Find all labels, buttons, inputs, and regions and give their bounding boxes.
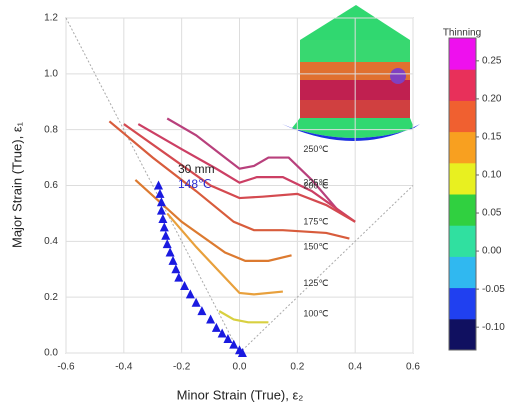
marker [166, 248, 175, 257]
chart: Minor Strain (True), ε₂ Major Strain (Tr… [0, 0, 516, 408]
x-axis-label: Minor Strain (True), ε₂ [177, 387, 304, 402]
colorbar-block [449, 38, 476, 70]
colorbar-tick-label: 0.15 [482, 132, 502, 143]
colorbar-tick-label: 0.20 [482, 94, 502, 105]
x-tick-label: -0.2 [173, 362, 191, 373]
reference-line [240, 186, 414, 354]
colorbar-tick-label: 0.05 [482, 208, 502, 219]
colorbar-block [449, 194, 476, 226]
curve-label: 150℃ [303, 242, 328, 252]
colorbar-block [449, 225, 476, 257]
curve [219, 311, 268, 322]
colorbar-block [449, 288, 476, 320]
marker [163, 239, 172, 248]
curve-label: 175℃ [303, 217, 328, 227]
curve-label: 200℃ [303, 180, 328, 190]
annotation: 148℃ [178, 177, 212, 191]
curve-label: 100℃ [303, 309, 328, 319]
marker [160, 222, 169, 231]
part-image [282, 5, 420, 141]
colorbar-block [449, 132, 476, 164]
y-tick-label: 0.2 [44, 292, 58, 303]
y-tick-label: 1.0 [44, 68, 58, 79]
marker [161, 231, 170, 240]
colorbar-block [449, 163, 476, 195]
x-tick-label: 0.0 [233, 362, 247, 373]
marker [206, 315, 215, 324]
curve-label: 125℃ [303, 278, 328, 288]
marker [186, 289, 195, 298]
colorbar-tick-label: -0.05 [482, 284, 505, 295]
marker [158, 214, 167, 223]
page: Minor Strain (True), ε₂ Major Strain (Tr… [0, 0, 516, 413]
marker [212, 323, 221, 332]
x-tick-label: 0.4 [348, 362, 362, 373]
curve [138, 124, 355, 222]
y-axis-label: Major Strain (True), ε₁ [9, 121, 24, 248]
colorbar-tick-label: 0.00 [482, 246, 502, 257]
marker [171, 264, 180, 273]
marker [192, 298, 201, 307]
y-tick-label: 0.8 [44, 124, 58, 135]
colorbar-block [449, 256, 476, 288]
x-tick-label: -0.4 [115, 362, 133, 373]
x-tick-label: 0.2 [290, 362, 304, 373]
marker [168, 256, 177, 265]
colorbar-tick-label: -0.10 [482, 322, 505, 333]
colorbar-block [449, 319, 476, 351]
colorbar-tick-label: 0.10 [482, 170, 502, 181]
colorbar-block [449, 100, 476, 132]
colorbar-title: Thinning [443, 28, 481, 39]
x-tick-label: 0.6 [406, 362, 420, 373]
y-tick-label: 1.2 [44, 13, 58, 24]
curve-label: 250℃ [303, 144, 328, 154]
y-tick-label: 0.0 [44, 348, 58, 359]
y-tick-label: 0.6 [44, 180, 58, 191]
colorbar-block [449, 69, 476, 101]
marker [197, 306, 206, 315]
y-tick-label: 0.4 [44, 236, 58, 247]
colorbar-tick-label: 0.25 [482, 55, 502, 66]
annotation: 30 mm [178, 162, 215, 176]
x-tick-label: -0.6 [57, 362, 75, 373]
